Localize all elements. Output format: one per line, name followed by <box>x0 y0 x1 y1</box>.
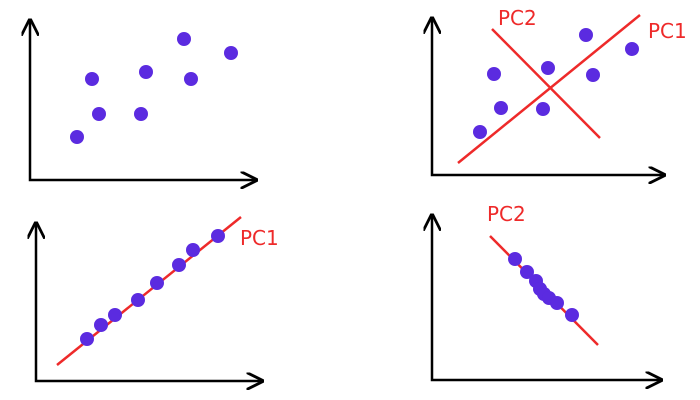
data-points <box>70 32 238 144</box>
axes <box>432 215 661 380</box>
panel-projection-pc1: PC1 <box>36 216 279 381</box>
axes <box>30 20 256 180</box>
data-point <box>80 332 94 346</box>
data-point <box>586 68 600 82</box>
data-point <box>184 72 198 86</box>
data-point <box>131 293 145 307</box>
data-point <box>520 265 534 279</box>
data-point <box>494 101 508 115</box>
axes <box>36 223 262 381</box>
data-point <box>211 229 225 243</box>
data-points <box>80 229 225 346</box>
data-point <box>177 32 191 46</box>
pc1-label: PC1 <box>648 19 687 43</box>
data-points <box>508 252 579 322</box>
pc1-line <box>457 14 641 164</box>
data-point <box>92 107 106 121</box>
pc2-label: PC2 <box>487 202 526 226</box>
data-point <box>139 65 153 79</box>
pc1-label: PC1 <box>240 226 279 250</box>
data-point <box>473 125 487 139</box>
data-point <box>625 42 639 56</box>
data-point <box>579 28 593 42</box>
pc2-label: PC2 <box>498 6 537 30</box>
data-point <box>85 72 99 86</box>
panel-projection-pc2: PC2 <box>432 202 661 380</box>
pc2-line <box>491 28 601 139</box>
data-point <box>550 296 564 310</box>
data-point <box>541 61 555 75</box>
data-point <box>150 276 164 290</box>
panel-principal-components: PC2 PC1 <box>432 6 687 175</box>
data-points <box>473 28 639 139</box>
axes <box>432 18 664 175</box>
data-point <box>94 318 108 332</box>
data-point <box>224 46 238 60</box>
data-point <box>536 102 550 116</box>
data-point <box>565 308 579 322</box>
data-point <box>70 130 84 144</box>
data-point <box>487 67 501 81</box>
data-point <box>172 258 186 272</box>
panel-original-data <box>30 20 256 180</box>
data-point <box>186 243 200 257</box>
data-point <box>508 252 522 266</box>
data-point <box>134 107 148 121</box>
data-point <box>108 308 122 322</box>
